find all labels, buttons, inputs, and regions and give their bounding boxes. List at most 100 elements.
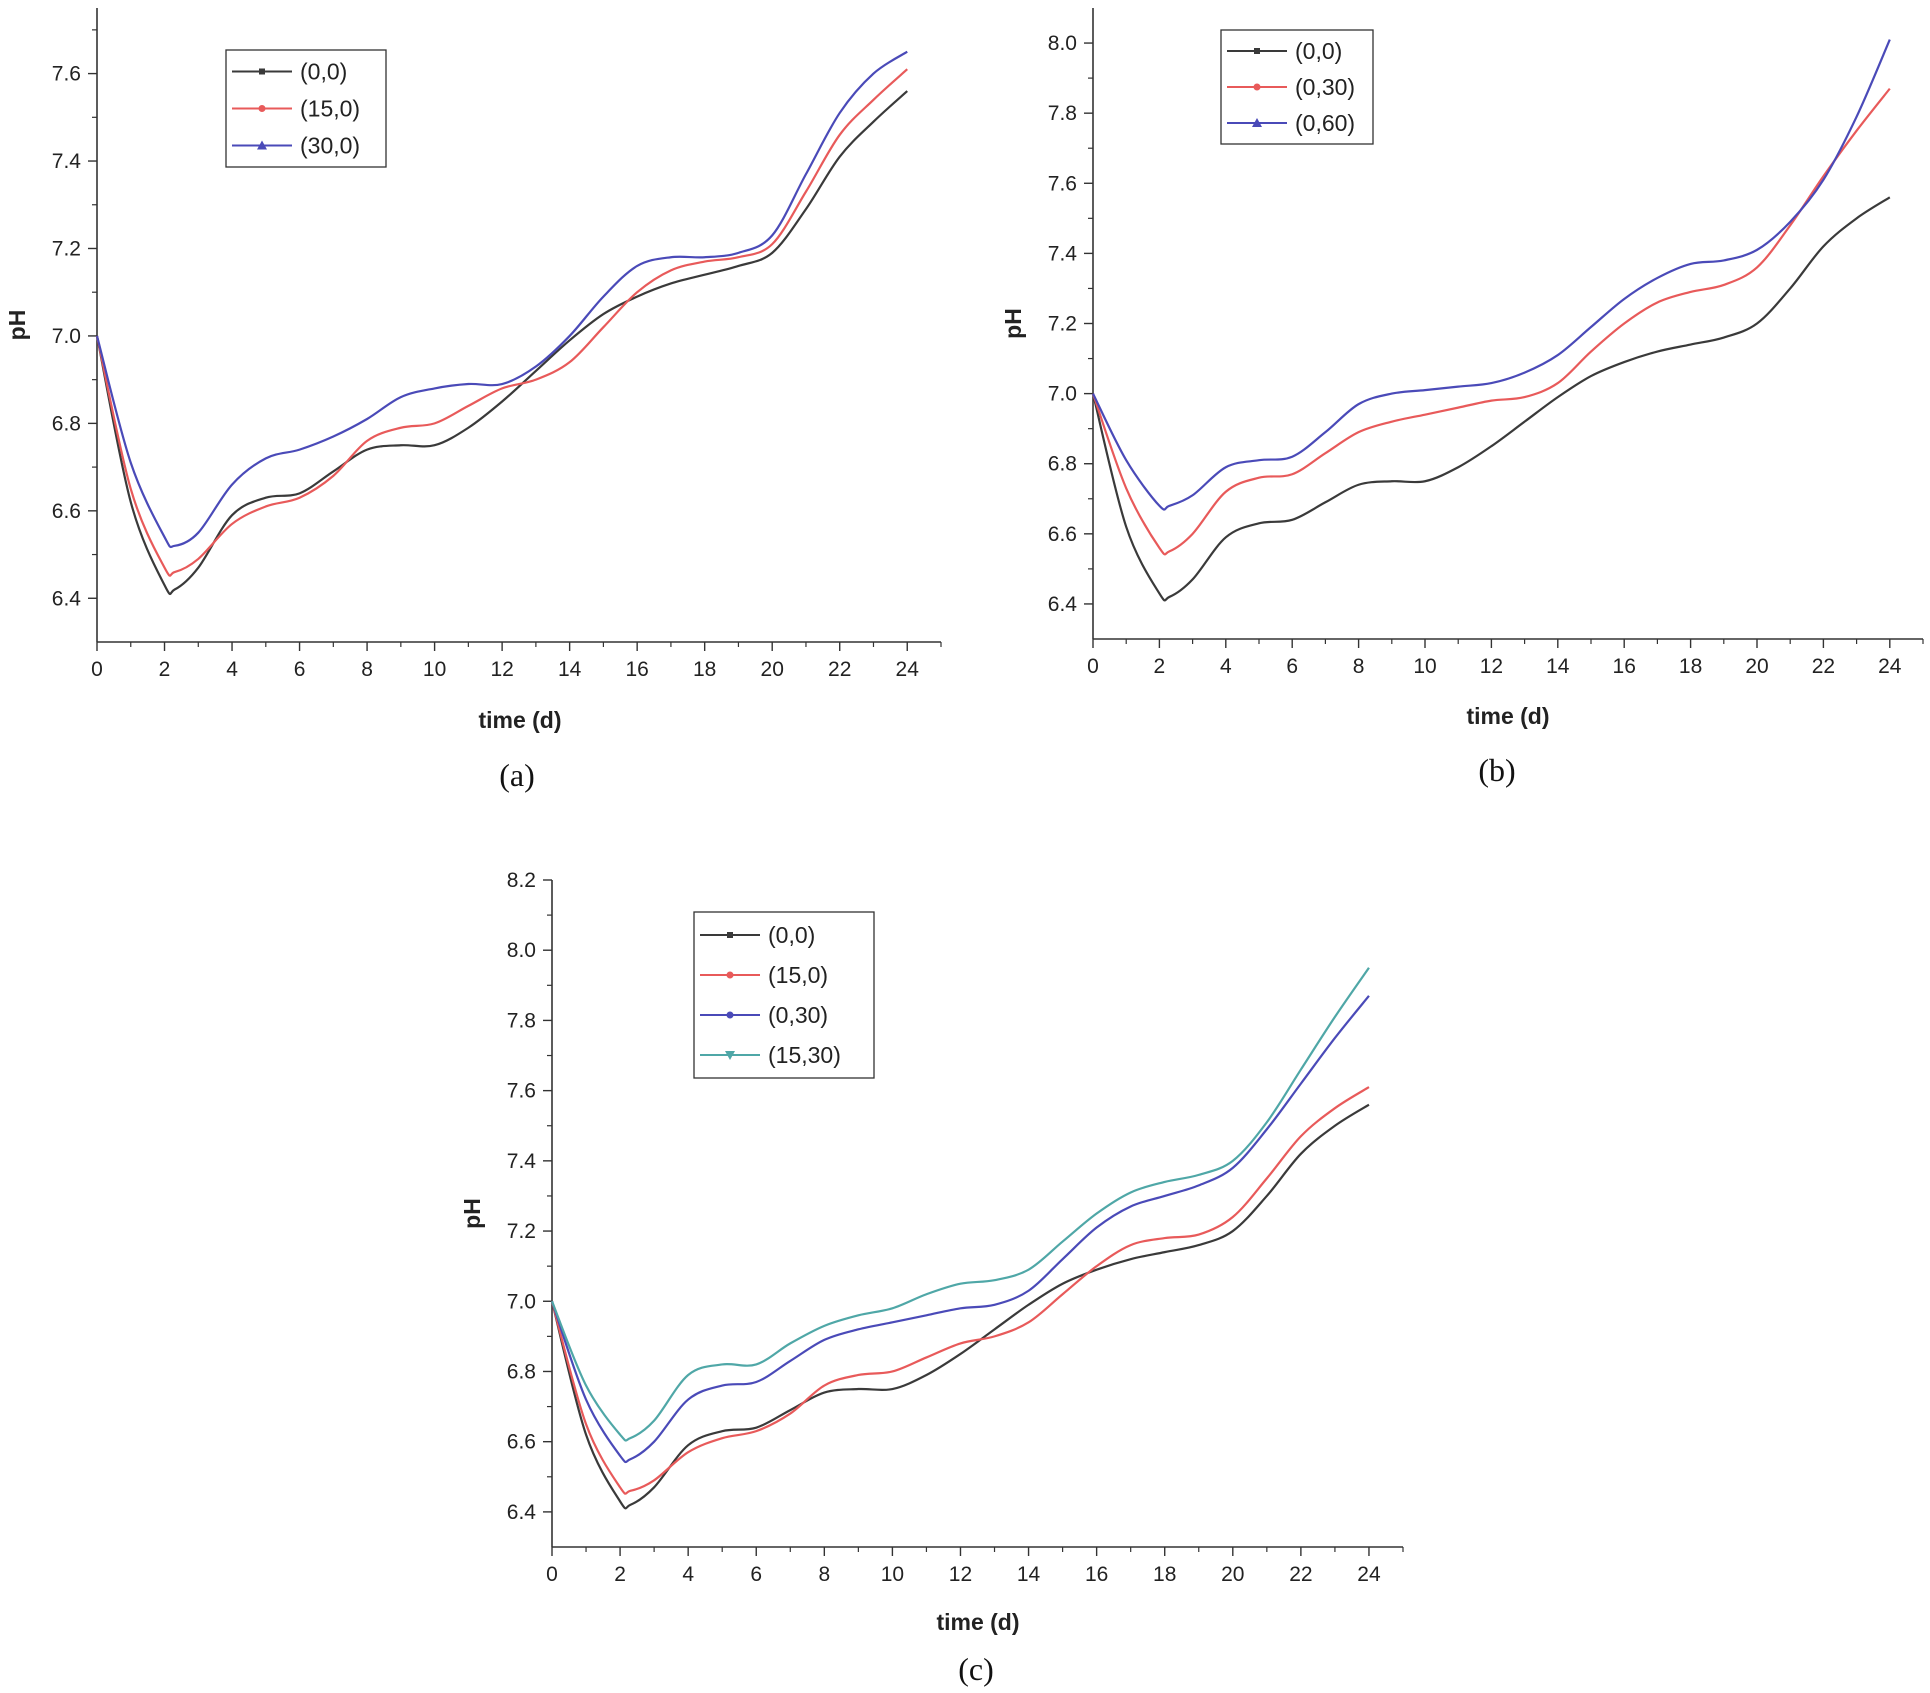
x-tick-label: 4 (682, 1563, 694, 1586)
x-tick-label: 8 (818, 1563, 830, 1586)
y-tick-label: 7.2 (507, 1220, 536, 1243)
y-tick-label: 6.4 (507, 1501, 537, 1524)
y-tick-label: 8.0 (1048, 32, 1077, 55)
chart-panel-a: 0 2 4 6 8 10 12 14 16 18 20 22 246.46.66.87.07.27.47… (4, 8, 942, 793)
legend-label: (0,0) (1295, 38, 1342, 64)
x-tick-label: 12 (949, 1563, 972, 1586)
x-tick-label: 10 (423, 658, 446, 681)
x-axis-title: time (d) (936, 1609, 1019, 1635)
x-tick-label: 16 (1613, 655, 1636, 678)
legend-label: (0,30) (1295, 74, 1355, 100)
legend-label: (30,0) (300, 133, 360, 159)
legend-box (693, 911, 875, 1079)
y-tick-label: 7.6 (1048, 172, 1077, 195)
x-tick-label: 12 (1480, 655, 1503, 678)
x-axis-title: time (d) (478, 707, 561, 733)
legend-label: (0,60) (1295, 110, 1355, 136)
legend-marker (726, 971, 734, 979)
y-tick-label: 7.4 (52, 150, 82, 173)
x-tick-label: 14 (1546, 655, 1570, 678)
x-tick-label: 0 (1087, 655, 1099, 678)
legend-label: (15,0) (300, 96, 360, 122)
x-tick-label: 10 (881, 1563, 904, 1586)
x-tick-label: 12 (490, 658, 513, 681)
y-tick-label: 7.6 (507, 1080, 536, 1103)
series-line-0 (1091, 196, 1891, 602)
legend-marker (1252, 118, 1262, 127)
y-tick-label: 6.6 (1048, 523, 1077, 546)
y-tick-label: 8.0 (507, 939, 536, 962)
y-axis-title: pH (459, 1198, 485, 1229)
series-line-2 (550, 995, 1370, 1464)
y-tick-label: 6.4 (52, 587, 82, 610)
x-tick-label: 16 (1085, 1563, 1108, 1586)
x-tick-label: 6 (294, 658, 306, 681)
x-tick-label: 14 (1017, 1563, 1041, 1586)
legend-label: (0,0) (768, 922, 815, 948)
y-tick-label: 7.2 (1048, 313, 1077, 336)
series-line-1 (95, 68, 908, 577)
x-tick-label: 0 (546, 1563, 558, 1586)
legend-label: (15,30) (768, 1042, 841, 1068)
series-line-0 (550, 1103, 1370, 1510)
y-axis-title: pH (1000, 308, 1026, 339)
legend-marker (259, 68, 265, 75)
y-tick-label: 6.6 (52, 500, 81, 523)
series-line-3 (550, 967, 1370, 1442)
panel-label: (a) (499, 757, 535, 793)
x-tick-label: 20 (761, 658, 784, 681)
y-tick-label: 7.0 (507, 1290, 536, 1313)
x-tick-label: 18 (1153, 1563, 1176, 1586)
x-tick-label: 4 (226, 658, 238, 681)
panel-label: (b) (1478, 752, 1515, 788)
x-tick-label: 20 (1221, 1563, 1244, 1586)
x-tick-label: 0 (91, 658, 103, 681)
y-axis-title: pH (4, 310, 30, 341)
legend-marker (257, 140, 267, 150)
x-tick-label: 2 (1154, 655, 1166, 678)
y-tick-label: 6.8 (1048, 453, 1077, 476)
x-tick-label: 2 (614, 1563, 626, 1586)
y-tick-label: 7.4 (1048, 242, 1078, 265)
y-tick-label: 6.8 (52, 412, 81, 435)
y-tick-label: 7.4 (507, 1150, 537, 1173)
y-tick-label: 7.0 (52, 325, 81, 348)
y-tick-label: 8.2 (507, 869, 536, 892)
chart-panel-b: 0 2 4 6 8 10 12 14 16 18 20 22 246.46.66.87.07.27.47… (1000, 8, 1924, 788)
y-tick-label: 7.8 (507, 1009, 536, 1032)
y-tick-label: 7.0 (1048, 383, 1077, 406)
legend-label: (0,0) (300, 59, 347, 85)
panel-label: (c) (958, 1651, 994, 1687)
legend-marker (1254, 48, 1260, 54)
series-line-2 (95, 50, 908, 549)
x-tick-label: 22 (828, 658, 851, 681)
x-tick-label: 24 (1878, 655, 1902, 678)
x-tick-label: 22 (1812, 655, 1835, 678)
series-line-1 (1091, 87, 1891, 556)
x-tick-label: 24 (1357, 1563, 1381, 1586)
legend-label: (0,30) (768, 1002, 828, 1028)
x-tick-label: 6 (750, 1563, 762, 1586)
x-tick-label: 18 (1679, 655, 1702, 678)
series-line-2 (1092, 39, 1891, 511)
x-tick-label: 8 (361, 658, 373, 681)
y-tick-label: 7.6 (52, 63, 81, 86)
legend-label: (15,0) (768, 962, 828, 988)
y-tick-label: 6.4 (1048, 593, 1078, 616)
x-axis-title: time (d) (1466, 703, 1549, 729)
x-tick-label: 6 (1286, 655, 1298, 678)
x-tick-label: 2 (159, 658, 171, 681)
x-tick-label: 22 (1289, 1563, 1312, 1586)
x-tick-label: 18 (693, 658, 716, 681)
legend-marker (1253, 83, 1261, 91)
y-tick-label: 6.8 (507, 1360, 536, 1383)
legend-marker (725, 1051, 735, 1060)
series-line-0 (95, 90, 908, 596)
x-tick-label: 4 (1220, 655, 1232, 678)
y-tick-label: 7.2 (52, 237, 81, 260)
legend-marker (727, 932, 733, 938)
chart-panel-c: 0 2 4 6 8 10 12 14 16 18 20 22 246.46.66.87.07.27.47… (459, 869, 1404, 1687)
y-tick-label: 7.8 (1048, 102, 1077, 125)
x-tick-label: 20 (1745, 655, 1768, 678)
